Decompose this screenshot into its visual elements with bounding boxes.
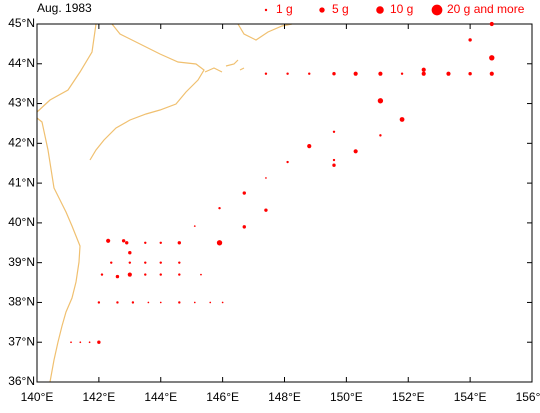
- catch-point: [159, 273, 162, 276]
- x-tick-label: 150°E: [330, 390, 363, 404]
- catch-point: [127, 272, 132, 277]
- catch-point: [468, 72, 472, 76]
- catch-point: [121, 239, 126, 243]
- y-tick-label: 38°N: [8, 295, 35, 309]
- catch-point: [79, 341, 82, 344]
- catch-point: [332, 72, 336, 76]
- catch-point: [353, 71, 358, 76]
- catch-point: [100, 273, 104, 276]
- catch-point: [377, 98, 384, 104]
- catch-point: [131, 301, 135, 304]
- catch-point: [147, 301, 150, 304]
- catch-point: [178, 273, 181, 276]
- catch-point: [200, 273, 202, 276]
- catch-point: [468, 38, 472, 42]
- catch-point: [242, 191, 246, 195]
- catch-point: [70, 341, 72, 344]
- catch-point: [218, 206, 221, 210]
- catch-point: [125, 241, 129, 245]
- y-tick-label: 37°N: [8, 334, 35, 348]
- catch-point: [216, 240, 223, 246]
- catch-point: [116, 301, 119, 304]
- catch-point: [159, 301, 162, 304]
- x-tick-label: 142°E: [82, 390, 115, 404]
- catch-point: [159, 241, 162, 244]
- x-tick-label: 140°E: [21, 390, 54, 404]
- catch-point: [332, 158, 336, 162]
- catch-point: [489, 55, 495, 61]
- catch-point: [489, 71, 494, 76]
- catch-point: [144, 241, 147, 244]
- legend-label: 1 g: [276, 2, 293, 16]
- catch-point: [264, 72, 268, 75]
- catch-point: [144, 261, 147, 264]
- catch-point: [97, 340, 101, 344]
- catch-point: [286, 72, 289, 75]
- y-tick-label: 42°N: [8, 136, 35, 150]
- y-tick-label: 44°N: [8, 56, 35, 70]
- catch-point: [106, 238, 111, 243]
- north-coast: [36, 23, 97, 113]
- catch-point: [307, 144, 312, 149]
- plot-frame: [36, 23, 533, 383]
- legend-label: 20 g and more: [447, 2, 525, 16]
- catch-point: [446, 71, 451, 76]
- catch-point: [242, 225, 246, 229]
- catch-point: [379, 134, 382, 137]
- catch-point: [399, 117, 405, 122]
- x-tick-label: 152°E: [392, 390, 425, 404]
- legend-label: 5 g: [332, 2, 349, 16]
- y-tick-label: 36°N: [8, 374, 35, 388]
- catch-point: [286, 160, 289, 164]
- catch-point: [193, 225, 196, 227]
- hokkaido-coast: [89, 23, 205, 161]
- kuril-islands: [204, 59, 245, 73]
- legend-dot: [431, 4, 443, 16]
- legend-dot: [376, 6, 384, 14]
- x-tick-label: 156°E: [516, 390, 540, 404]
- coastline: [36, 23, 293, 383]
- catch-point: [88, 341, 91, 344]
- catch-point: [264, 208, 268, 212]
- catch-point: [378, 71, 383, 76]
- catch-point: [332, 163, 336, 167]
- catch-point: [178, 261, 181, 264]
- honshu-coast: [36, 117, 81, 383]
- legend-label: 10 g: [390, 2, 413, 16]
- y-tick-label: 45°N: [8, 16, 35, 30]
- catch-point: [421, 71, 426, 76]
- catch-point: [209, 301, 212, 304]
- catch-point: [489, 21, 494, 27]
- chart-title: Aug. 1983: [37, 1, 92, 15]
- y-tick-label: 43°N: [8, 96, 35, 110]
- y-tick-label: 39°N: [8, 255, 35, 269]
- catch-point: [308, 72, 311, 75]
- catch-point: [265, 177, 267, 179]
- x-tick-label: 148°E: [268, 390, 301, 404]
- catch-point: [110, 261, 113, 264]
- y-tick-label: 41°N: [8, 175, 35, 189]
- catch-point: [353, 149, 358, 154]
- catch-point: [193, 301, 196, 304]
- legend-dot: [264, 8, 268, 12]
- catch-point: [128, 251, 132, 255]
- x-tick-label: 144°E: [144, 390, 177, 404]
- catch-point: [421, 67, 426, 72]
- catch-point: [177, 241, 182, 245]
- y-tick-label: 40°N: [8, 215, 35, 229]
- catch-point: [97, 301, 101, 304]
- catch-point: [159, 261, 162, 264]
- catch-point: [221, 301, 224, 304]
- catch-point: [178, 301, 181, 304]
- catch-point: [128, 261, 132, 264]
- x-tick-label: 146°E: [206, 390, 239, 404]
- x-tick-label: 154°E: [454, 390, 487, 404]
- catch-point: [400, 72, 404, 75]
- catch-point: [332, 130, 336, 133]
- catch-point: [144, 273, 147, 276]
- legend-dot: [319, 7, 325, 13]
- catch-point: [115, 274, 120, 279]
- kamchatka-coast: [237, 23, 293, 41]
